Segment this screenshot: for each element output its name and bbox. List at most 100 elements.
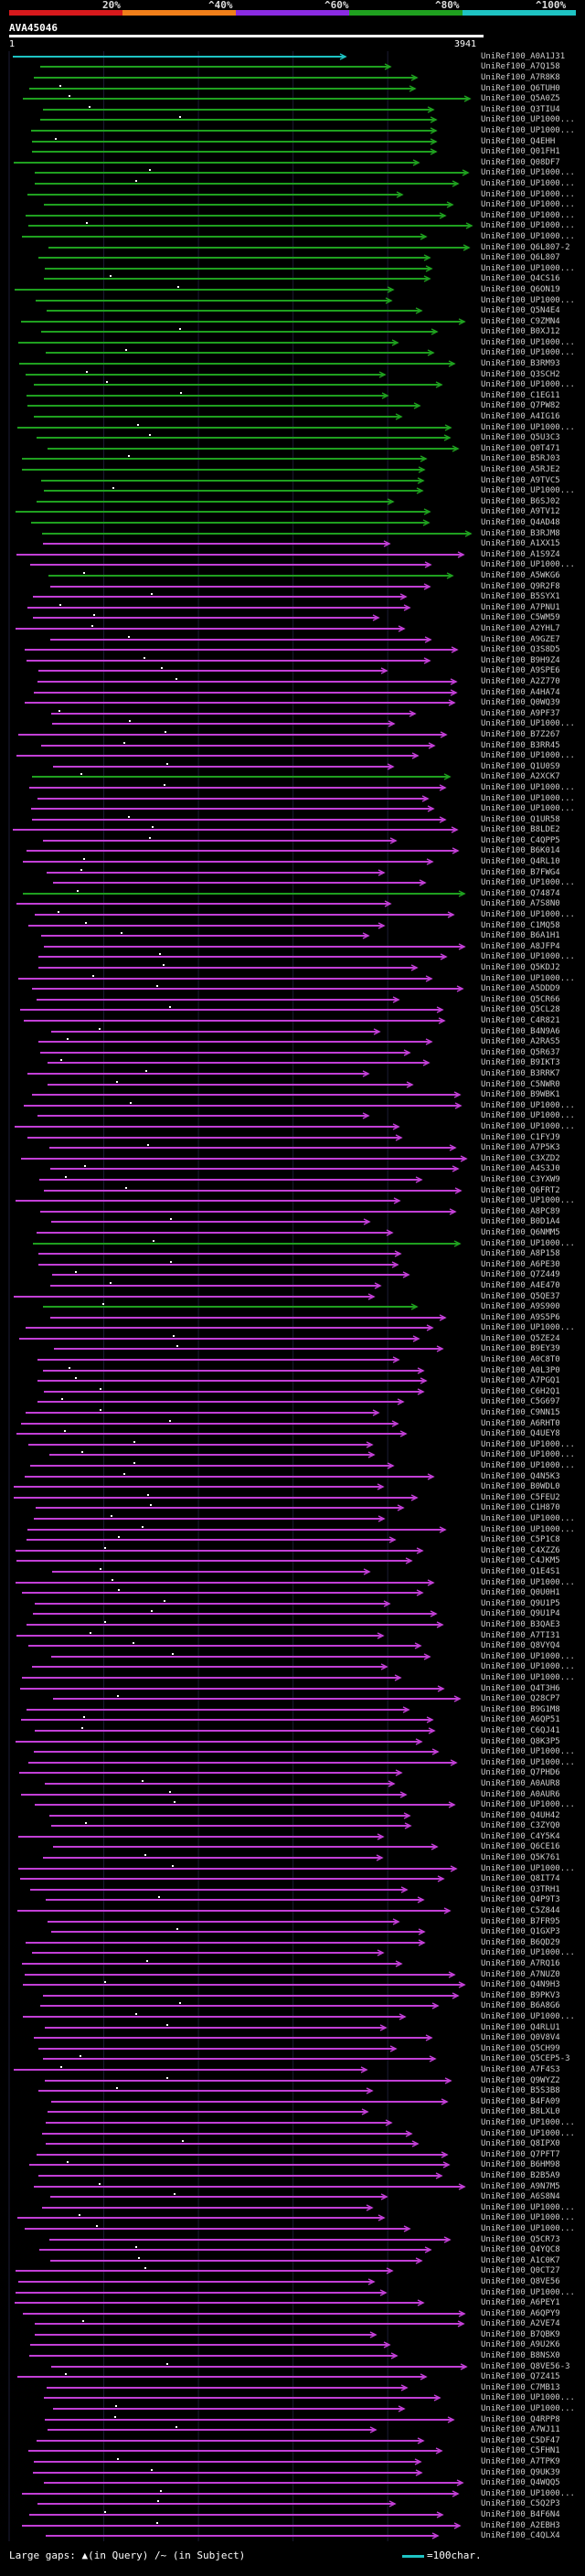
hit-label[interactable]: UniRef100_A0AUR6 [481, 1790, 560, 1799]
hit-label[interactable]: UniRef100_UP1000... [481, 1662, 575, 1671]
hit-label[interactable]: UniRef100_A4IG16 [481, 412, 560, 421]
hit-label[interactable]: UniRef100_A6S8N4 [481, 2192, 560, 2201]
hit-label[interactable]: UniRef100_UP1000... [481, 221, 575, 230]
hit-label[interactable]: UniRef100_UP1000... [481, 338, 575, 347]
hit-label[interactable]: UniRef100_A4S3J0 [481, 1164, 560, 1173]
hit-label[interactable]: UniRef100_A7TI31 [481, 1631, 560, 1640]
hit-label[interactable]: UniRef100_Q5ZE24 [481, 1334, 560, 1343]
hit-label[interactable]: UniRef100_UP1000... [481, 486, 575, 495]
hit-label[interactable]: UniRef100_UP1000... [481, 2404, 575, 2413]
hit-label[interactable]: UniRef100_C5Q2P3 [481, 2499, 560, 2508]
hit-label[interactable]: UniRef100_A9TV12 [481, 507, 560, 516]
hit-label[interactable]: UniRef100_C1FYJ9 [481, 1133, 560, 1142]
hit-label[interactable]: UniRef100_A7NUZ0 [481, 1970, 560, 1979]
hit-label[interactable]: UniRef100_A0C8T0 [481, 1355, 560, 1364]
hit-label[interactable]: UniRef100_UP1000... [481, 2203, 575, 2212]
hit-label[interactable]: UniRef100_Q4RLU1 [481, 2023, 560, 2032]
hit-label[interactable]: UniRef100_B5SYX1 [481, 592, 560, 601]
hit-label[interactable]: UniRef100_A9S5P6 [481, 1313, 560, 1322]
hit-label[interactable]: UniRef100_A2XCK7 [481, 772, 560, 781]
hit-label[interactable]: UniRef100_C3YXW9 [481, 1175, 560, 1184]
hit-label[interactable]: UniRef100_A6PEY1 [481, 2298, 560, 2307]
hit-label[interactable]: UniRef100_B9PKV3 [481, 1991, 560, 2000]
hit-label[interactable]: UniRef100_Q8K3P5 [481, 1737, 560, 1746]
hit-label[interactable]: UniRef100_C7MB13 [481, 2383, 560, 2392]
hit-label[interactable]: UniRef100_A1C0K7 [481, 2256, 560, 2265]
hit-label[interactable]: UniRef100_B3RJM8 [481, 529, 560, 538]
hit-label[interactable]: UniRef100_Q7PW82 [481, 401, 560, 410]
hit-label[interactable]: UniRef100_Q6CE16 [481, 1842, 560, 1851]
hit-label[interactable]: UniRef100_B9G1M8 [481, 1705, 560, 1714]
hit-label[interactable]: UniRef100_A6PE30 [481, 1260, 560, 1269]
hit-label[interactable]: UniRef100_Q6TUH0 [481, 84, 560, 93]
hit-label[interactable]: UniRef100_A7PGQ1 [481, 1376, 560, 1385]
hit-label[interactable]: UniRef100_UP1000... [481, 952, 575, 961]
hit-label[interactable]: UniRef100_C4XZZ6 [481, 1546, 560, 1555]
hit-label[interactable]: UniRef100_Q3SCH2 [481, 370, 560, 379]
hit-label[interactable]: UniRef100_UP1000... [481, 804, 575, 813]
hit-label[interactable]: UniRef100_B3RRK7 [481, 1069, 560, 1078]
hit-label[interactable]: UniRef100_UP1000... [481, 190, 575, 199]
hit-label[interactable]: UniRef100_A6QP51 [481, 1715, 560, 1724]
hit-label[interactable]: UniRef100_B6SJ02 [481, 497, 560, 506]
hit-label[interactable]: UniRef100_A8PC89 [481, 1207, 560, 1216]
hit-label[interactable]: UniRef100_C6QJ41 [481, 1726, 560, 1735]
hit-label[interactable]: UniRef100_B4FA09 [481, 2097, 560, 2106]
hit-label[interactable]: UniRef100_C3XZD2 [481, 1154, 560, 1163]
hit-label[interactable]: UniRef100_C4QLX4 [481, 2531, 560, 2540]
hit-label[interactable]: UniRef100_Q0CT27 [481, 2266, 560, 2275]
hit-label[interactable]: UniRef100_Q5U3C3 [481, 433, 560, 442]
hit-label[interactable]: UniRef100_UP1000... [481, 115, 575, 124]
hit-label[interactable]: UniRef100_UP1000... [481, 1450, 575, 1459]
hit-label[interactable]: UniRef100_UP1000... [481, 1440, 575, 1449]
hit-label[interactable]: UniRef100_UP1000... [481, 560, 575, 569]
hit-label[interactable]: UniRef100_Q4YQC8 [481, 2245, 560, 2254]
hit-label[interactable]: UniRef100_UP1000... [481, 2129, 575, 2138]
hit-label[interactable]: UniRef100_Q4UH42 [481, 1811, 560, 1820]
hit-label[interactable]: UniRef100_C1MQ58 [481, 921, 560, 930]
hit-label[interactable]: UniRef100_UP1000... [481, 2489, 575, 2498]
hit-label[interactable]: UniRef100_UP1000... [481, 1196, 575, 1205]
hit-label[interactable]: UniRef100_A1S9Z4 [481, 550, 560, 559]
hit-label[interactable]: UniRef100_Q4CS16 [481, 274, 560, 283]
hit-label[interactable]: UniRef100_UP1000... [481, 1800, 575, 1809]
hit-label[interactable]: UniRef100_C5Z844 [481, 1906, 560, 1915]
hit-label[interactable]: UniRef100_B9WBK1 [481, 1090, 560, 1099]
hit-label[interactable]: UniRef100_UP1000... [481, 1239, 575, 1248]
hit-label[interactable]: UniRef100_UP1000... [481, 783, 575, 792]
hit-label[interactable]: UniRef100_B7FWG4 [481, 868, 560, 877]
hit-label[interactable]: UniRef100_UP1000... [481, 380, 575, 389]
hit-label[interactable]: UniRef100_A2VE74 [481, 2319, 560, 2328]
hit-label[interactable]: UniRef100_A2EBH3 [481, 2521, 560, 2530]
hit-label[interactable]: UniRef100_Q4N5K3 [481, 1472, 560, 1481]
hit-label[interactable]: UniRef100_A4E470 [481, 1281, 560, 1290]
hit-label[interactable]: UniRef100_Q8VE56-3 [481, 2362, 570, 2371]
hit-label[interactable]: UniRef100_B5S3B8 [481, 2086, 560, 2095]
hit-label[interactable]: UniRef100_A7Q158 [481, 62, 560, 71]
hit-label[interactable]: UniRef100_A7R8K8 [481, 73, 560, 82]
hit-label[interactable]: UniRef100_Q7PHD6 [481, 1768, 560, 1777]
hit-label[interactable]: UniRef100_UP1000... [481, 974, 575, 983]
hit-label[interactable]: UniRef100_B7FR95 [481, 1917, 560, 1926]
hit-label[interactable]: UniRef100_A0AUR8 [481, 1779, 560, 1788]
hit-label[interactable]: UniRef100_UP1000... [481, 2012, 575, 2021]
hit-label[interactable]: UniRef100_C4JKM5 [481, 1556, 560, 1565]
hit-label[interactable]: UniRef100_UP1000... [481, 910, 575, 919]
hit-label[interactable]: UniRef100_Q5CH99 [481, 2044, 560, 2053]
hit-label[interactable]: UniRef100_Q5CR66 [481, 995, 560, 1004]
hit-label[interactable]: UniRef100_Q4T3H6 [481, 1684, 560, 1693]
hit-label[interactable]: UniRef100_Q7Z449 [481, 1270, 560, 1279]
hit-label[interactable]: UniRef100_Q4RL10 [481, 857, 560, 866]
hit-label[interactable]: UniRef100_Q5KDJ2 [481, 963, 560, 972]
hit-label[interactable]: UniRef100_A0L3P0 [481, 1366, 560, 1375]
hit-label[interactable]: UniRef100_UP1000... [481, 1111, 575, 1120]
hit-label[interactable]: UniRef100_B5RJ03 [481, 454, 560, 463]
hit-label[interactable]: UniRef100_B6QD29 [481, 1938, 560, 1947]
hit-label[interactable]: UniRef100_UP1000... [481, 168, 575, 177]
hit-label[interactable]: UniRef100_B9IKT3 [481, 1058, 560, 1067]
hit-label[interactable]: UniRef100_Q1U0S9 [481, 762, 560, 771]
hit-label[interactable]: UniRef100_Q6NMM5 [481, 1228, 560, 1237]
hit-label[interactable]: UniRef100_Q7Z415 [481, 2372, 560, 2381]
hit-label[interactable]: UniRef100_Q28CP7 [481, 1694, 560, 1703]
hit-label[interactable]: UniRef100_Q0T471 [481, 444, 560, 453]
